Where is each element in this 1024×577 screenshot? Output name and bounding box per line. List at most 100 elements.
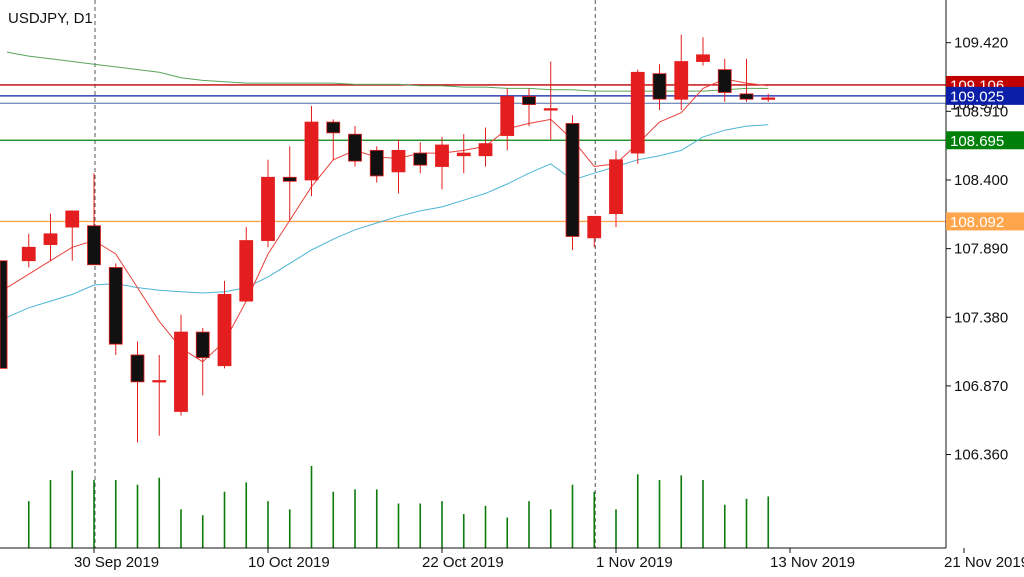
- candle: [565, 115, 580, 250]
- price-tick-label: 108.910: [954, 103, 1008, 120]
- candle: [369, 146, 384, 183]
- candle-body: [674, 61, 689, 100]
- candle: [543, 61, 558, 140]
- candle: [630, 69, 645, 164]
- candle: [674, 34, 689, 110]
- price-tick-label: 107.890: [954, 241, 1008, 258]
- candle: [174, 314, 188, 416]
- time-axis-ticks: 30 Sep 2019 10 Oct 2019 22 Oct 2019 1 Nov 2…: [74, 548, 1024, 571]
- candle: [108, 263, 123, 355]
- candle: [500, 88, 515, 151]
- period-separators: [94, 0, 596, 548]
- candle: [348, 126, 362, 167]
- candle-body: [174, 331, 188, 412]
- candle-body: [239, 240, 254, 302]
- time-tick-label: 21 Nov 2019: [944, 554, 1024, 571]
- price-tag-bg: [946, 131, 1024, 150]
- candle: [652, 64, 667, 110]
- price-axis-ticks: 109.420 108.910 108.400 107.890 107.380 106.8…: [946, 35, 1008, 464]
- price-tag: 108.695: [946, 131, 1024, 150]
- candle: [152, 354, 167, 436]
- candle-body: [152, 380, 167, 383]
- candle: [478, 127, 493, 167]
- candle-body: [630, 71, 645, 154]
- volume-bars: [27, 466, 770, 548]
- candle-body: [348, 133, 362, 162]
- candle: [239, 227, 254, 302]
- candle-body: [456, 152, 471, 157]
- ma-mid-line: [6, 124, 769, 318]
- candle: [0, 260, 8, 369]
- time-tick-label: 30 Sep 2019: [74, 554, 159, 571]
- candle-body: [369, 149, 384, 177]
- candle: [413, 142, 428, 174]
- candle: [195, 328, 210, 396]
- candle-body: [500, 96, 515, 136]
- candle-body: [130, 354, 145, 383]
- price-tag-label: 108.092: [950, 214, 1004, 231]
- candle: [391, 139, 406, 194]
- candle-body: [739, 93, 754, 100]
- candle-body: [87, 225, 101, 266]
- candle: [130, 341, 145, 443]
- candle-body: [522, 96, 536, 105]
- price-tag: 109.025: [946, 86, 1024, 105]
- candle-body: [65, 210, 80, 228]
- candle: [456, 134, 471, 174]
- candle-body: [717, 69, 732, 93]
- price-tick-label: 106.360: [954, 447, 1008, 464]
- candle-body: [391, 149, 406, 173]
- candle-body: [565, 123, 580, 237]
- candle: [435, 136, 449, 190]
- horizontal-levels[interactable]: [0, 84, 946, 223]
- price-tag-label: 108.695: [950, 133, 1004, 150]
- time-tick-label: 10 Oct 2019: [248, 554, 330, 571]
- time-tick-label: 13 Nov 2019: [770, 554, 855, 571]
- candle-body: [587, 215, 602, 239]
- candle: [261, 159, 275, 248]
- candle: [326, 119, 341, 160]
- candle: [21, 233, 36, 268]
- price-tag-bg: [946, 86, 1024, 105]
- candle-body: [652, 73, 667, 100]
- price-tick-label: 107.380: [954, 309, 1008, 326]
- candle: [739, 58, 754, 102]
- candle: [87, 173, 101, 266]
- candle-body: [435, 144, 449, 167]
- candle: [43, 213, 58, 261]
- candle-body: [304, 121, 319, 181]
- candle: [696, 37, 710, 66]
- candle-body: [261, 176, 275, 241]
- candle: [717, 58, 732, 102]
- price-tag: 108.092: [946, 212, 1024, 231]
- candle: [65, 210, 80, 261]
- candlestick-series: [0, 34, 776, 443]
- candle-body: [21, 246, 36, 262]
- candle-body: [43, 233, 58, 245]
- candle: [304, 105, 319, 197]
- candle-body: [217, 293, 232, 367]
- candle-body: [326, 121, 341, 134]
- candle-body: [478, 143, 493, 157]
- candle-body: [0, 260, 8, 369]
- chart-title: USDJPY, D1: [8, 10, 93, 27]
- price-tag-label: 109.025: [950, 88, 1004, 105]
- candle: [522, 88, 536, 127]
- time-tick-label: 22 Oct 2019: [422, 554, 504, 571]
- time-tick-label: 1 Nov 2019: [596, 554, 673, 571]
- price-tick-label: 109.420: [954, 35, 1008, 52]
- candle: [587, 215, 602, 248]
- candle: [282, 146, 297, 221]
- price-tag-bg: [946, 212, 1024, 231]
- candle-body: [195, 331, 210, 359]
- candle-body: [108, 267, 123, 345]
- candle: [609, 150, 623, 228]
- candle: [217, 280, 232, 369]
- candle: [761, 93, 776, 102]
- candle-body: [282, 176, 297, 182]
- candle-body: [761, 97, 776, 100]
- candle-body: [696, 54, 710, 62]
- price-tick-label: 106.870: [954, 378, 1008, 395]
